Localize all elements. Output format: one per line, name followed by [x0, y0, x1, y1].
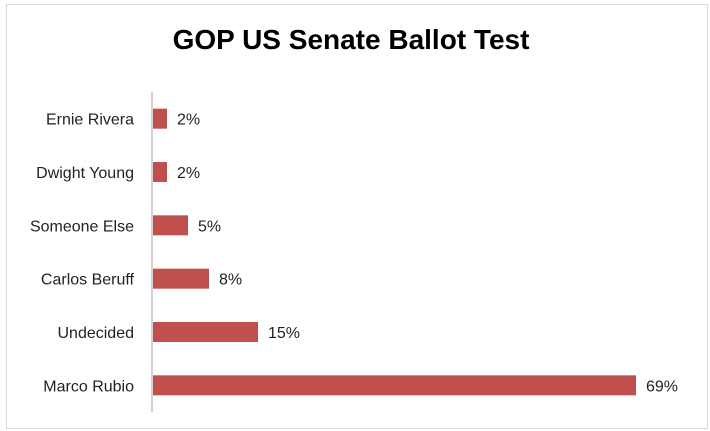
bar: [153, 108, 167, 129]
chart-frame: [6, 4, 708, 429]
data-label: 15%: [268, 325, 300, 342]
category-label: Dwight Young: [36, 165, 134, 182]
category-label: Marco Rubio: [43, 378, 134, 395]
data-label: 5%: [198, 218, 221, 235]
category-label: Carlos Beruff: [41, 272, 135, 289]
chart-title: GOP US Senate Ballot Test: [172, 24, 530, 55]
category-label: Ernie Rivera: [46, 112, 134, 129]
bar: [153, 268, 209, 289]
bar: [153, 322, 258, 342]
bar: [153, 215, 188, 236]
data-label: 8%: [219, 272, 242, 289]
data-label: 69%: [646, 378, 678, 395]
bar: [153, 375, 636, 396]
data-label: 2%: [177, 165, 200, 182]
bar: [153, 162, 167, 182]
category-label: Someone Else: [30, 218, 134, 235]
category-label: Undecided: [58, 325, 135, 342]
data-label: 2%: [177, 112, 200, 129]
